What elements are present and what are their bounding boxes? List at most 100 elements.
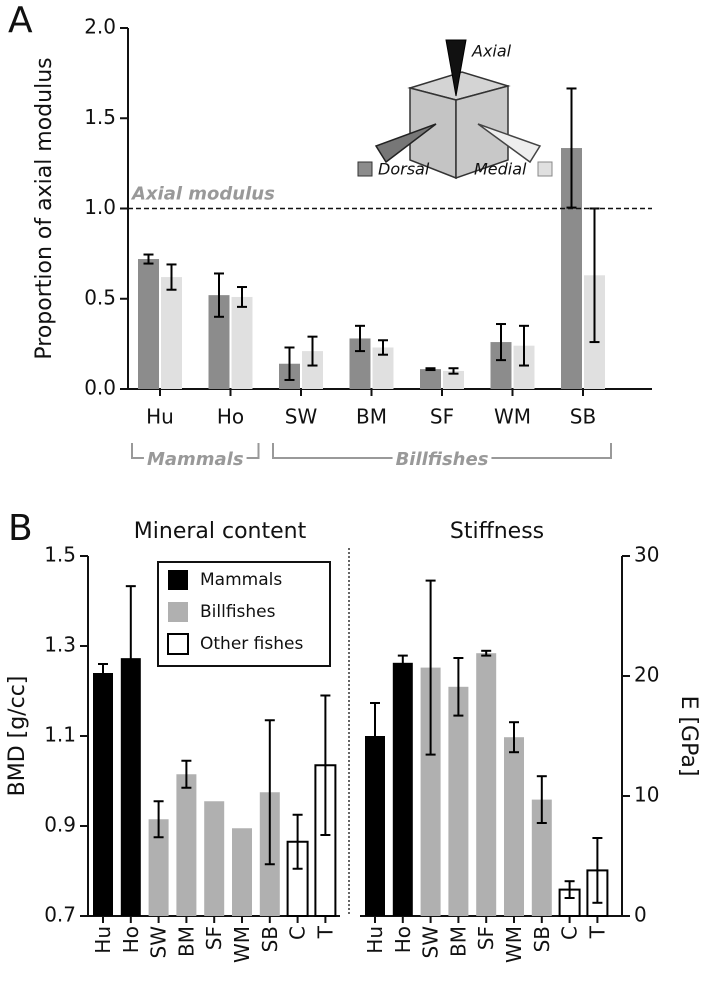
group-bracket <box>491 443 612 459</box>
y-tick-label: 0.7 <box>44 903 76 927</box>
y-axis-label: BMD [g/cc] <box>5 676 30 797</box>
x-tick-label: SW <box>285 405 318 429</box>
bar <box>231 296 253 389</box>
legend-swatch <box>168 570 188 590</box>
error-bar <box>564 880 575 899</box>
bar <box>504 737 524 916</box>
error-bar <box>425 367 436 372</box>
legend-label: Medial <box>474 160 527 179</box>
legend-label: Other fishes <box>200 634 303 654</box>
error-bar <box>425 579 436 756</box>
error-bar <box>448 367 459 375</box>
bar <box>490 342 512 389</box>
y-tick-label: 2.0 <box>84 15 116 39</box>
bar <box>420 369 441 389</box>
error-bar <box>237 286 247 308</box>
annotation: Axial <box>471 42 512 61</box>
bar <box>302 351 323 389</box>
bar <box>531 799 552 916</box>
legend-label: Billfishes <box>200 602 276 622</box>
bar <box>349 338 371 389</box>
error-bar <box>397 654 408 671</box>
x-tick-label: SF <box>202 926 226 950</box>
y-axis-label: Proportion of axial modulus <box>32 57 57 359</box>
y-tick-label: 20 <box>634 663 659 687</box>
reference-label: Axial modulus <box>130 184 275 205</box>
error-bar <box>284 346 295 381</box>
error-bar <box>320 694 331 836</box>
chart-title: Stiffness <box>450 519 544 544</box>
panel-label: B <box>8 508 33 549</box>
y-tick-label: 0 <box>634 903 647 927</box>
error-bar <box>292 813 303 870</box>
x-tick-label: Ho <box>119 926 143 953</box>
group-label: Billfishes <box>396 449 489 470</box>
error-bar <box>153 800 164 839</box>
x-tick-label: Ho <box>217 405 244 429</box>
group-bracket <box>131 443 144 459</box>
bar <box>204 801 225 916</box>
bar <box>161 277 182 389</box>
x-tick-label: SB <box>530 926 554 952</box>
error-bar <box>264 719 275 866</box>
y-tick-label: 1.0 <box>84 195 116 219</box>
bar <box>443 370 464 389</box>
group-bracket <box>272 443 393 459</box>
legend-label: Mammals <box>200 570 282 590</box>
error-bar <box>98 663 108 683</box>
error-bar <box>536 775 547 824</box>
error-bar <box>214 272 224 318</box>
error-bar <box>355 324 365 353</box>
error-bar <box>496 323 506 362</box>
x-tick-label: BM <box>446 926 470 957</box>
error-bar <box>592 837 603 904</box>
group-bracket <box>246 443 260 459</box>
x-tick-label: SB <box>570 405 596 429</box>
bar <box>365 736 385 916</box>
cube-diagram <box>357 39 553 180</box>
error-bar <box>378 339 388 356</box>
chart-title: Mineral content <box>134 519 307 544</box>
x-tick-label: SF <box>474 926 498 950</box>
error-bar <box>481 649 492 657</box>
x-tick-label: WM <box>230 926 254 963</box>
x-tick-label: BM <box>356 405 387 429</box>
error-bar <box>307 335 318 367</box>
bar <box>448 686 469 916</box>
legend-label: Dorsal <box>378 160 430 179</box>
x-tick-label: T <box>585 925 609 939</box>
bar <box>93 673 113 916</box>
bar <box>513 345 535 389</box>
error-bar <box>181 759 192 789</box>
x-tick-label: Ho <box>391 926 415 953</box>
error-bar <box>453 657 464 717</box>
error-bar <box>566 87 577 209</box>
bar <box>372 347 394 389</box>
y-axis-label: E [GPa] <box>676 696 701 777</box>
y-tick-label: 30 <box>634 543 659 567</box>
error-bar <box>509 721 519 754</box>
y-tick-label: 0.0 <box>84 376 116 400</box>
bar <box>232 828 252 916</box>
bar <box>476 653 497 916</box>
error-bar <box>166 263 177 291</box>
bar <box>392 662 413 916</box>
group-label: Mammals <box>147 449 244 470</box>
bar <box>120 658 141 916</box>
bar <box>420 667 441 916</box>
x-tick-label: SW <box>147 926 171 959</box>
x-tick-label: Hu <box>146 405 174 429</box>
y-tick-label: 1.5 <box>44 543 76 567</box>
y-tick-label: 10 <box>634 783 659 807</box>
error-bar <box>125 585 136 732</box>
x-tick-label: BM <box>174 926 198 957</box>
x-tick-label: WM <box>502 926 526 963</box>
error-bar <box>370 702 380 770</box>
x-tick-label: SB <box>258 926 282 952</box>
x-tick-label: T <box>313 925 337 939</box>
bar <box>176 774 197 916</box>
bar <box>148 819 169 916</box>
y-tick-label: 1.3 <box>44 633 76 657</box>
x-tick-label: Hu <box>91 926 115 954</box>
bar <box>138 259 159 389</box>
